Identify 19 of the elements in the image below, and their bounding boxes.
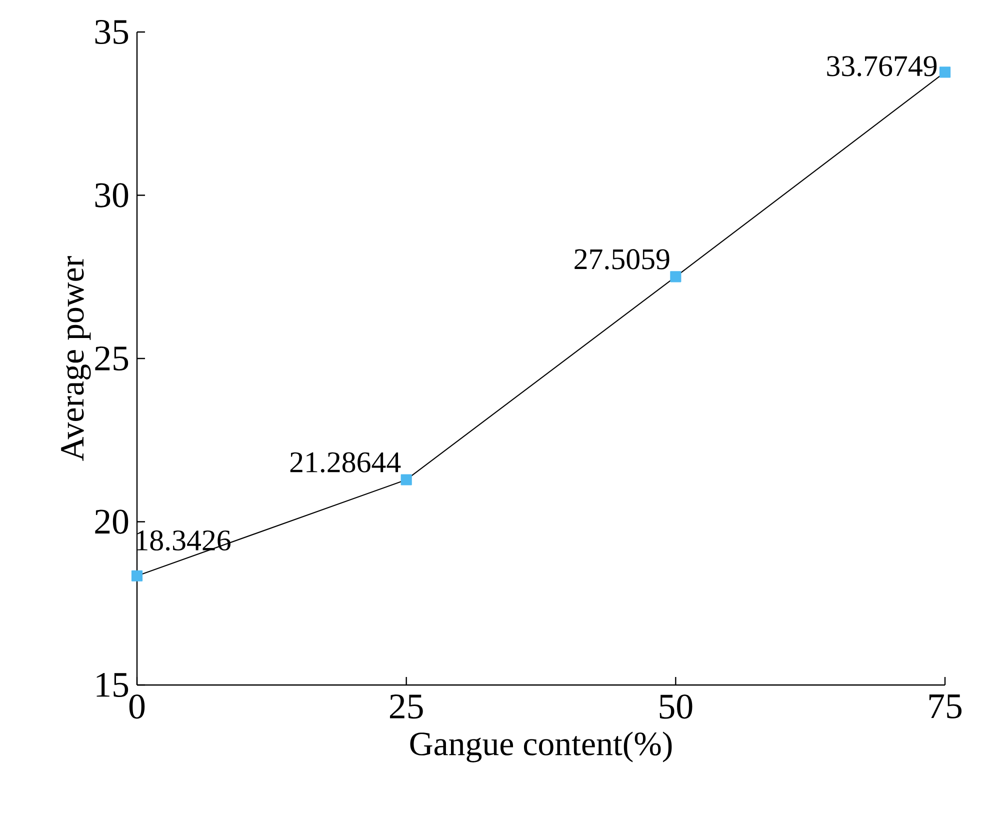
y-axis-title: Average power: [61, 256, 91, 461]
y-tick-label: 30: [95, 183, 128, 208]
point: [939, 66, 951, 78]
point: [400, 474, 412, 486]
data-label: 27.5059: [574, 249, 670, 270]
x-tick-label: 25: [390, 694, 423, 719]
x-tick-label: 0: [129, 694, 145, 719]
y-tick-label: 25: [95, 346, 128, 371]
data-label: 21.28644: [290, 452, 401, 473]
point: [131, 570, 143, 582]
data-label: 18.3426: [136, 530, 230, 551]
y-tick-label: 35: [95, 20, 128, 44]
point: [670, 271, 682, 282]
x-axis-title: Gangue content(%): [410, 732, 672, 762]
y-tick-label: 20: [95, 510, 128, 534]
y-tick-label: 15: [96, 672, 128, 698]
x-tick-label: 50: [660, 694, 692, 719]
data-label: 33.76749: [827, 56, 937, 76]
x-tick-label: 75: [929, 694, 962, 718]
